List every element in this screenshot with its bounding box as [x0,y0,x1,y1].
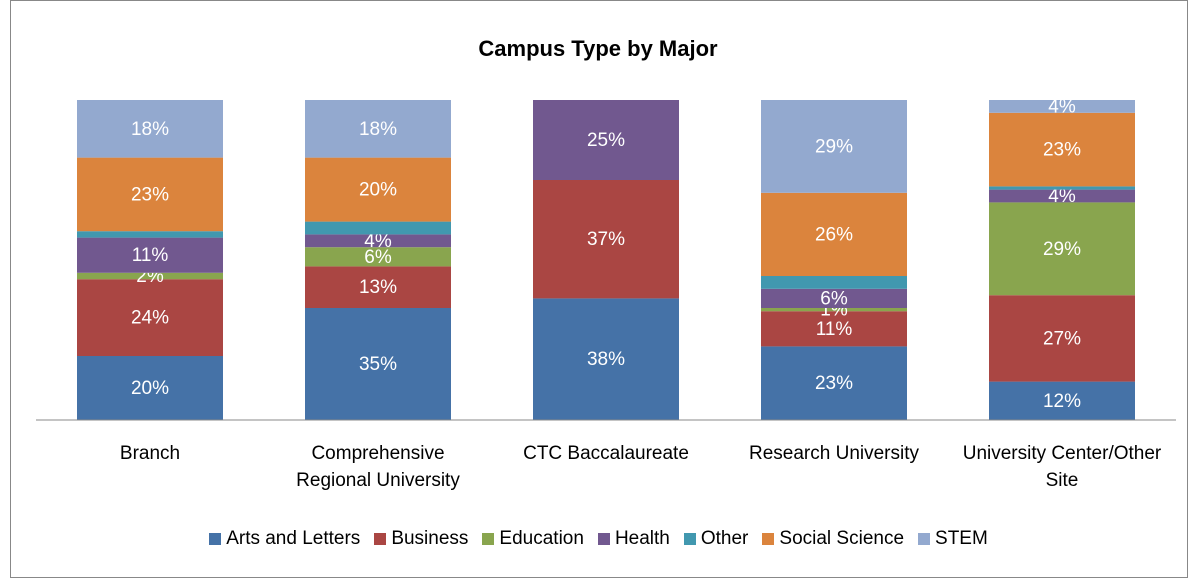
bar-segment [77,272,223,280]
bar-segment [77,279,223,356]
bar-segment [989,112,1135,187]
x-tick-label: Research University [749,443,919,464]
legend-label: Social Science [779,528,905,549]
legend-label: Health [614,528,670,549]
data-label: 23% [815,373,853,394]
legend-label: Business [391,528,469,549]
x-tick-label: Branch [119,443,181,464]
data-label: 4% [1048,96,1076,117]
legend-swatch [918,533,931,545]
data-label: 38% [587,349,625,370]
x-tick-label: CTC Baccalaureate [523,443,689,464]
bar-segment [761,311,907,347]
bar-segment [77,237,223,273]
data-label: 26% [815,224,853,245]
bar-segment [533,180,679,299]
data-label: 4% [1048,186,1076,207]
bar-segment [761,308,907,312]
data-label: 20% [359,180,397,201]
data-label: 6% [364,247,392,268]
bar-segment [989,202,1135,296]
data-label: 29% [1043,239,1081,260]
bar-segment [989,295,1135,382]
data-label: 25% [587,130,625,151]
bar-segment [305,234,451,248]
legend-label: Arts and Letters [226,528,361,549]
legend-label: Other [700,528,749,549]
legend-item: Health [597,528,670,550]
data-label: 13% [359,277,397,298]
bar-segment [305,157,451,222]
bar-segment [533,100,679,180]
legend: Arts and Letters Business Education Health O… [0,528,1197,550]
legend-swatch [374,533,387,545]
bar-segment [989,186,1135,190]
data-label: 4% [364,231,392,252]
data-label: 23% [1043,140,1081,161]
bar-segment [989,381,1135,420]
bar-segment [305,266,451,308]
bar-segment [989,189,1135,203]
data-label: 11% [816,319,853,340]
bar-segment [305,100,451,158]
bar-segment [761,288,907,308]
bar-segment [761,192,907,276]
data-label: 12% [1043,391,1081,412]
bar-segment [761,346,907,420]
bar-segment [305,247,451,267]
data-label: 11% [132,245,169,266]
data-label: 24% [131,308,169,329]
x-tick-label: University Center/Other Site [962,443,1162,491]
legend-item: Business [374,528,468,550]
data-label: 37% [587,229,625,250]
chart-title: Campus Type by Major [478,36,718,61]
legend-label: STEM [935,528,988,549]
bar-segment [77,100,223,158]
legend-item: Arts and Letters [209,528,360,550]
data-label: 35% [359,354,397,375]
data-label: 20% [131,378,169,399]
bar-segment [989,100,1135,113]
bar-segment [305,221,451,235]
bar-segment [533,298,679,420]
legend-item: Social Science [762,528,904,550]
data-label: 18% [131,119,169,140]
legend-item: Education [482,528,584,550]
bar-segment [761,276,907,289]
bar-segment [305,308,451,420]
legend-swatch [762,533,775,545]
data-label: 23% [131,184,169,205]
legend-swatch [209,533,222,545]
data-label: 27% [1043,328,1081,349]
legend-swatch [597,533,610,545]
bar-segment [77,231,223,238]
legend-item: Other [683,528,749,550]
data-label: 6% [820,288,848,309]
bar-segment [77,157,223,232]
data-label: 29% [815,136,853,157]
x-tick-label: Comprehensive Regional University [296,443,460,491]
bar-segment [77,356,223,420]
data-label: 18% [359,119,397,140]
legend-swatch [683,533,696,545]
legend-swatch [482,533,495,545]
legend-label: Education [499,528,584,549]
bar-segment [761,100,907,193]
legend-item: STEM [918,528,988,550]
